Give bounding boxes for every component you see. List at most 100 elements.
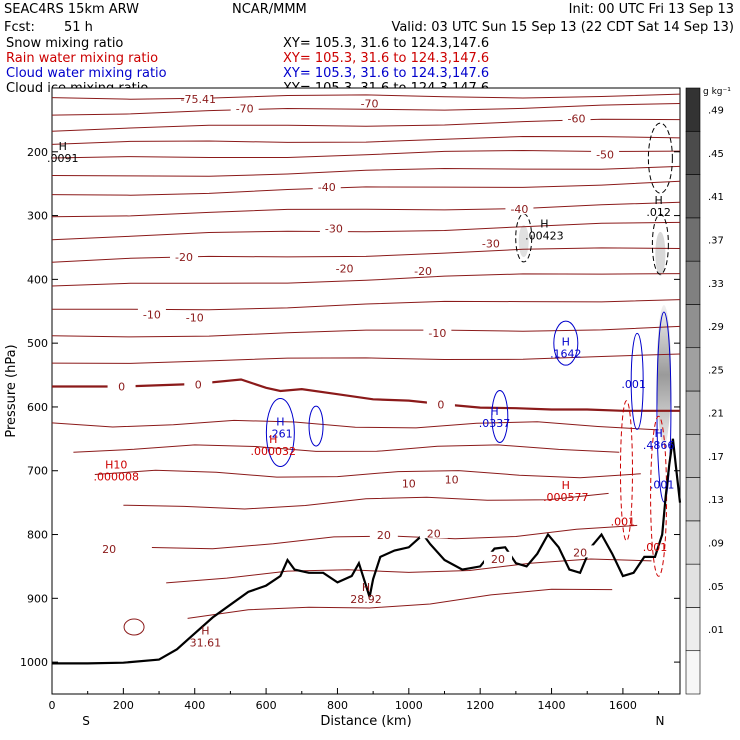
isotherm-label: 20 — [491, 553, 505, 566]
snow-contour — [651, 213, 669, 275]
isotherm-label-bg — [591, 147, 620, 160]
isotherm-label-bg — [437, 472, 466, 485]
isotherm — [51, 135, 681, 145]
isotherm-label-bg — [505, 202, 534, 215]
axes: 0 200 400 600 800 1000 1200 1400 160020030040050… — [20, 146, 680, 728]
isotherm-label: -20 — [336, 263, 354, 276]
isotherm — [187, 588, 613, 619]
isotherm-label-bg — [184, 377, 213, 390]
extremum-marker: H — [654, 194, 662, 207]
model-title: SEAC4RS 15km ARW — [4, 2, 139, 17]
x-tick-label: 1200 — [466, 699, 494, 712]
x-tick-label: 1400 — [538, 699, 566, 712]
isotherm-label-bg — [562, 111, 591, 124]
rain-contour — [619, 400, 633, 542]
terrain-line — [52, 438, 682, 665]
isotherm-label-bg — [319, 221, 348, 234]
extremum-value: .4866 — [643, 439, 675, 452]
isotherm-label-bg — [330, 261, 359, 274]
extremum-marker: H — [654, 427, 662, 440]
colorbar-unit: g kg⁻¹ — [703, 87, 731, 97]
isotherm-label-bg — [355, 96, 384, 109]
colorbar-label: .17 — [708, 452, 724, 463]
isotherm-label-bg — [423, 325, 452, 338]
extremum-value: 31.61 — [190, 637, 222, 650]
isotherm-labels: -75.41 -70 -70 -60 -50 -40 -40 -30 -30 -20 -20 -20 -… — [95, 91, 620, 566]
isotherm-label-bg — [107, 379, 136, 392]
colorbar-swatch — [685, 477, 701, 522]
colorbar-label: .33 — [708, 279, 724, 290]
cloud-water-contour — [553, 320, 579, 366]
hydrometeor-contours — [123, 122, 673, 636]
cloud-water-contour — [656, 311, 672, 503]
warm-contour — [123, 618, 145, 636]
colorbar-swatch — [685, 607, 701, 652]
colorbar-label: .25 — [708, 365, 724, 376]
colorbar-label: .41 — [708, 192, 724, 203]
x-tick-label: 400 — [184, 699, 205, 712]
isotherm-label: -30 — [482, 238, 500, 251]
y-tick-label: 400 — [27, 273, 48, 286]
extremum-value: .000577 — [543, 491, 589, 504]
cloud-water-contour — [265, 397, 295, 467]
isotherm-label: 0 — [437, 398, 444, 411]
isotherm-label-bg — [426, 397, 455, 410]
field-xy: XY= 105.3, 31.6 to 124.3,147.6 — [283, 36, 489, 51]
field-xy: XY= 105.3, 31.6 to 124.3,147.6 — [283, 66, 489, 81]
isotherm-label-bg — [95, 542, 124, 555]
isotherm — [51, 201, 681, 218]
isotherm — [123, 492, 609, 510]
colorbar-swatch — [685, 433, 701, 478]
isotherm — [73, 444, 620, 453]
y-tick-label: 200 — [27, 146, 48, 159]
isotherm-label: 0 — [118, 381, 125, 394]
isotherm — [94, 469, 641, 479]
snow-contour — [515, 213, 533, 263]
x-tick-label: 600 — [256, 699, 277, 712]
extremum-marker: H — [562, 336, 570, 349]
colorbar-label: .05 — [708, 582, 724, 593]
isotherm — [51, 165, 681, 177]
colorbar-label: .49 — [708, 106, 724, 117]
isotherm-label-bg — [369, 528, 398, 541]
extremum-marker: H — [276, 415, 284, 428]
isotherm — [51, 180, 681, 196]
header: SEAC4RS 15km ARW NCAR/MMM Init: 00 UTC F… — [4, 2, 734, 96]
extremum-marker: H — [562, 479, 570, 492]
isotherm-label: -70 — [236, 102, 254, 115]
isotherm-label-bg — [394, 476, 423, 489]
y-axis-label: Pressure (hPa) — [4, 344, 19, 437]
isotherm-lines — [51, 93, 681, 619]
cloud-water-contour — [630, 332, 644, 430]
extremum-value: .001 — [643, 541, 668, 554]
colorbar-swatch — [685, 520, 701, 565]
extremum-value: .001 — [611, 515, 636, 528]
isotherm-label: -10 — [428, 327, 446, 340]
x-tick-label: 1600 — [609, 699, 637, 712]
isotherm — [51, 273, 681, 287]
colorbar-label: .09 — [708, 539, 724, 550]
snow-shade — [656, 305, 671, 446]
field-name: Rain water mixing ratio — [6, 51, 158, 66]
colorbar-label: .37 — [708, 236, 724, 247]
extremum-marker: H — [269, 433, 277, 446]
x-tick-label: 200 — [113, 699, 134, 712]
extremum-marker: H — [540, 218, 548, 231]
isotherm-label-bg — [419, 526, 448, 539]
isotherm-label-bg — [137, 307, 166, 320]
colorbar-label: .13 — [708, 495, 724, 506]
colorbar-swatch — [685, 87, 701, 132]
y-tick-label: 600 — [27, 401, 48, 414]
isotherm-label: -20 — [175, 251, 193, 264]
cloud-water-contour — [491, 390, 509, 444]
plot-frame — [51, 87, 681, 695]
colorbar-swatch — [685, 347, 701, 392]
isotherm — [51, 247, 681, 263]
valid-time: Valid: 03 UTC Sun 15 Sep 13 (22 CDT Sat … — [391, 20, 734, 35]
cloud-water-contour — [308, 405, 324, 447]
extremum-value: .1642 — [550, 348, 582, 361]
y-tick-label: 500 — [27, 337, 48, 350]
extremum-value: .000008 — [93, 471, 139, 484]
isotherm-label-bg — [476, 236, 505, 249]
isotherm-label-bg — [312, 179, 341, 192]
